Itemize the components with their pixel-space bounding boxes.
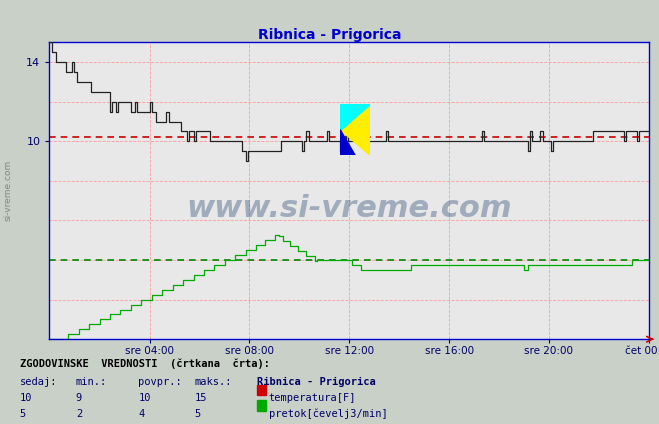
Text: 15: 15	[194, 393, 207, 403]
Text: pretok[čevelj3/min]: pretok[čevelj3/min]	[269, 409, 387, 419]
Text: si-vreme.com: si-vreme.com	[3, 160, 13, 221]
Text: Ribnica - Prigorica: Ribnica - Prigorica	[258, 28, 401, 42]
Text: 5: 5	[194, 409, 200, 419]
Polygon shape	[340, 104, 370, 155]
Text: 10: 10	[20, 393, 32, 403]
Text: www.si-vreme.com: www.si-vreme.com	[186, 194, 512, 223]
Polygon shape	[340, 104, 370, 130]
Text: temperatura[F]: temperatura[F]	[269, 393, 357, 403]
Text: sedaj:: sedaj:	[20, 377, 57, 388]
Text: 2: 2	[76, 409, 82, 419]
Text: 5: 5	[20, 409, 26, 419]
Text: ZGODOVINSKE  VREDNOSTI  (črtkana  črta):: ZGODOVINSKE VREDNOSTI (črtkana črta):	[20, 358, 270, 369]
Text: Ribnica - Prigorica: Ribnica - Prigorica	[257, 377, 376, 388]
Polygon shape	[340, 130, 355, 155]
Text: povpr.:: povpr.:	[138, 377, 182, 388]
Text: min.:: min.:	[76, 377, 107, 388]
Text: maks.:: maks.:	[194, 377, 232, 388]
Text: 9: 9	[76, 393, 82, 403]
Text: 4: 4	[138, 409, 144, 419]
Text: 10: 10	[138, 393, 151, 403]
